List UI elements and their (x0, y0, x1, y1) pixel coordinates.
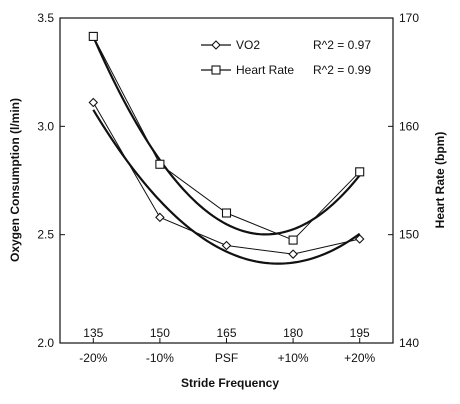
x-axis-title: Stride Frequency (181, 376, 279, 390)
x-secondary-tick-label: 195 (350, 326, 370, 340)
heart-rate-r-squared-label: R^2 = 0.99 (313, 63, 371, 77)
vo2-legend-marker (211, 40, 221, 50)
x-tick-label: +20% (344, 351, 375, 365)
vo2-legend-label: VO2 (236, 38, 260, 52)
series-layer (88, 31, 365, 265)
heart-rate-point (221, 208, 232, 218)
heart-rate-point (288, 235, 298, 245)
heart-rate-fit-curve (92, 36, 361, 236)
y-axis-right-title: Heart Rate (bpm) (433, 132, 447, 229)
heart-rate-legend-marker (211, 65, 221, 75)
y-right-tick-label: 170 (399, 11, 419, 25)
vo2-fit-curve (92, 109, 361, 265)
y-left-tick-label: 3.5 (37, 11, 54, 25)
x-tick-label: -10% (146, 351, 174, 365)
axis-ticks (60, 17, 393, 344)
vo2-point (88, 97, 99, 108)
y-left-tick-label: 2.0 (37, 336, 54, 350)
x-tick-label: -20% (79, 351, 107, 365)
y-axis-left-title: Oxygen Consumption (l/min) (8, 98, 22, 262)
vo2-point (354, 234, 365, 244)
x-secondary-tick-label: 150 (150, 326, 170, 340)
x-tick-label: +10% (278, 351, 309, 365)
y-right-tick-label: 150 (399, 228, 419, 242)
heart-rate-point (88, 31, 98, 41)
x-tick-label: PSF (215, 351, 238, 365)
x-secondary-tick-label: 165 (216, 326, 236, 340)
legend: VO2 R^2 = 0.97 Heart Rate R^2 = 0.99 (201, 38, 371, 77)
y-right-tick-label: 140 (399, 336, 419, 350)
heart-rate-legend-label: Heart Rate (236, 63, 294, 77)
vo2-point (155, 212, 165, 223)
tick-labels: 2.0 2.5 3.0 3.5 140 150 160 170 135 -20% 150 -10% 16… (37, 11, 419, 365)
vo2-point (288, 249, 298, 259)
y-left-tick-label: 2.5 (37, 228, 54, 242)
y-left-tick-label: 3.0 (37, 119, 54, 133)
heart-rate-point (155, 159, 165, 169)
x-secondary-tick-label: 135 (83, 326, 103, 340)
y-right-tick-label: 160 (399, 119, 419, 133)
x-secondary-tick-label: 180 (283, 326, 303, 340)
vo2-point (221, 240, 232, 251)
heart-rate-point (355, 167, 365, 177)
vo2-data-line (92, 102, 360, 255)
vo2-r-squared-label: R^2 = 0.97 (313, 38, 371, 52)
